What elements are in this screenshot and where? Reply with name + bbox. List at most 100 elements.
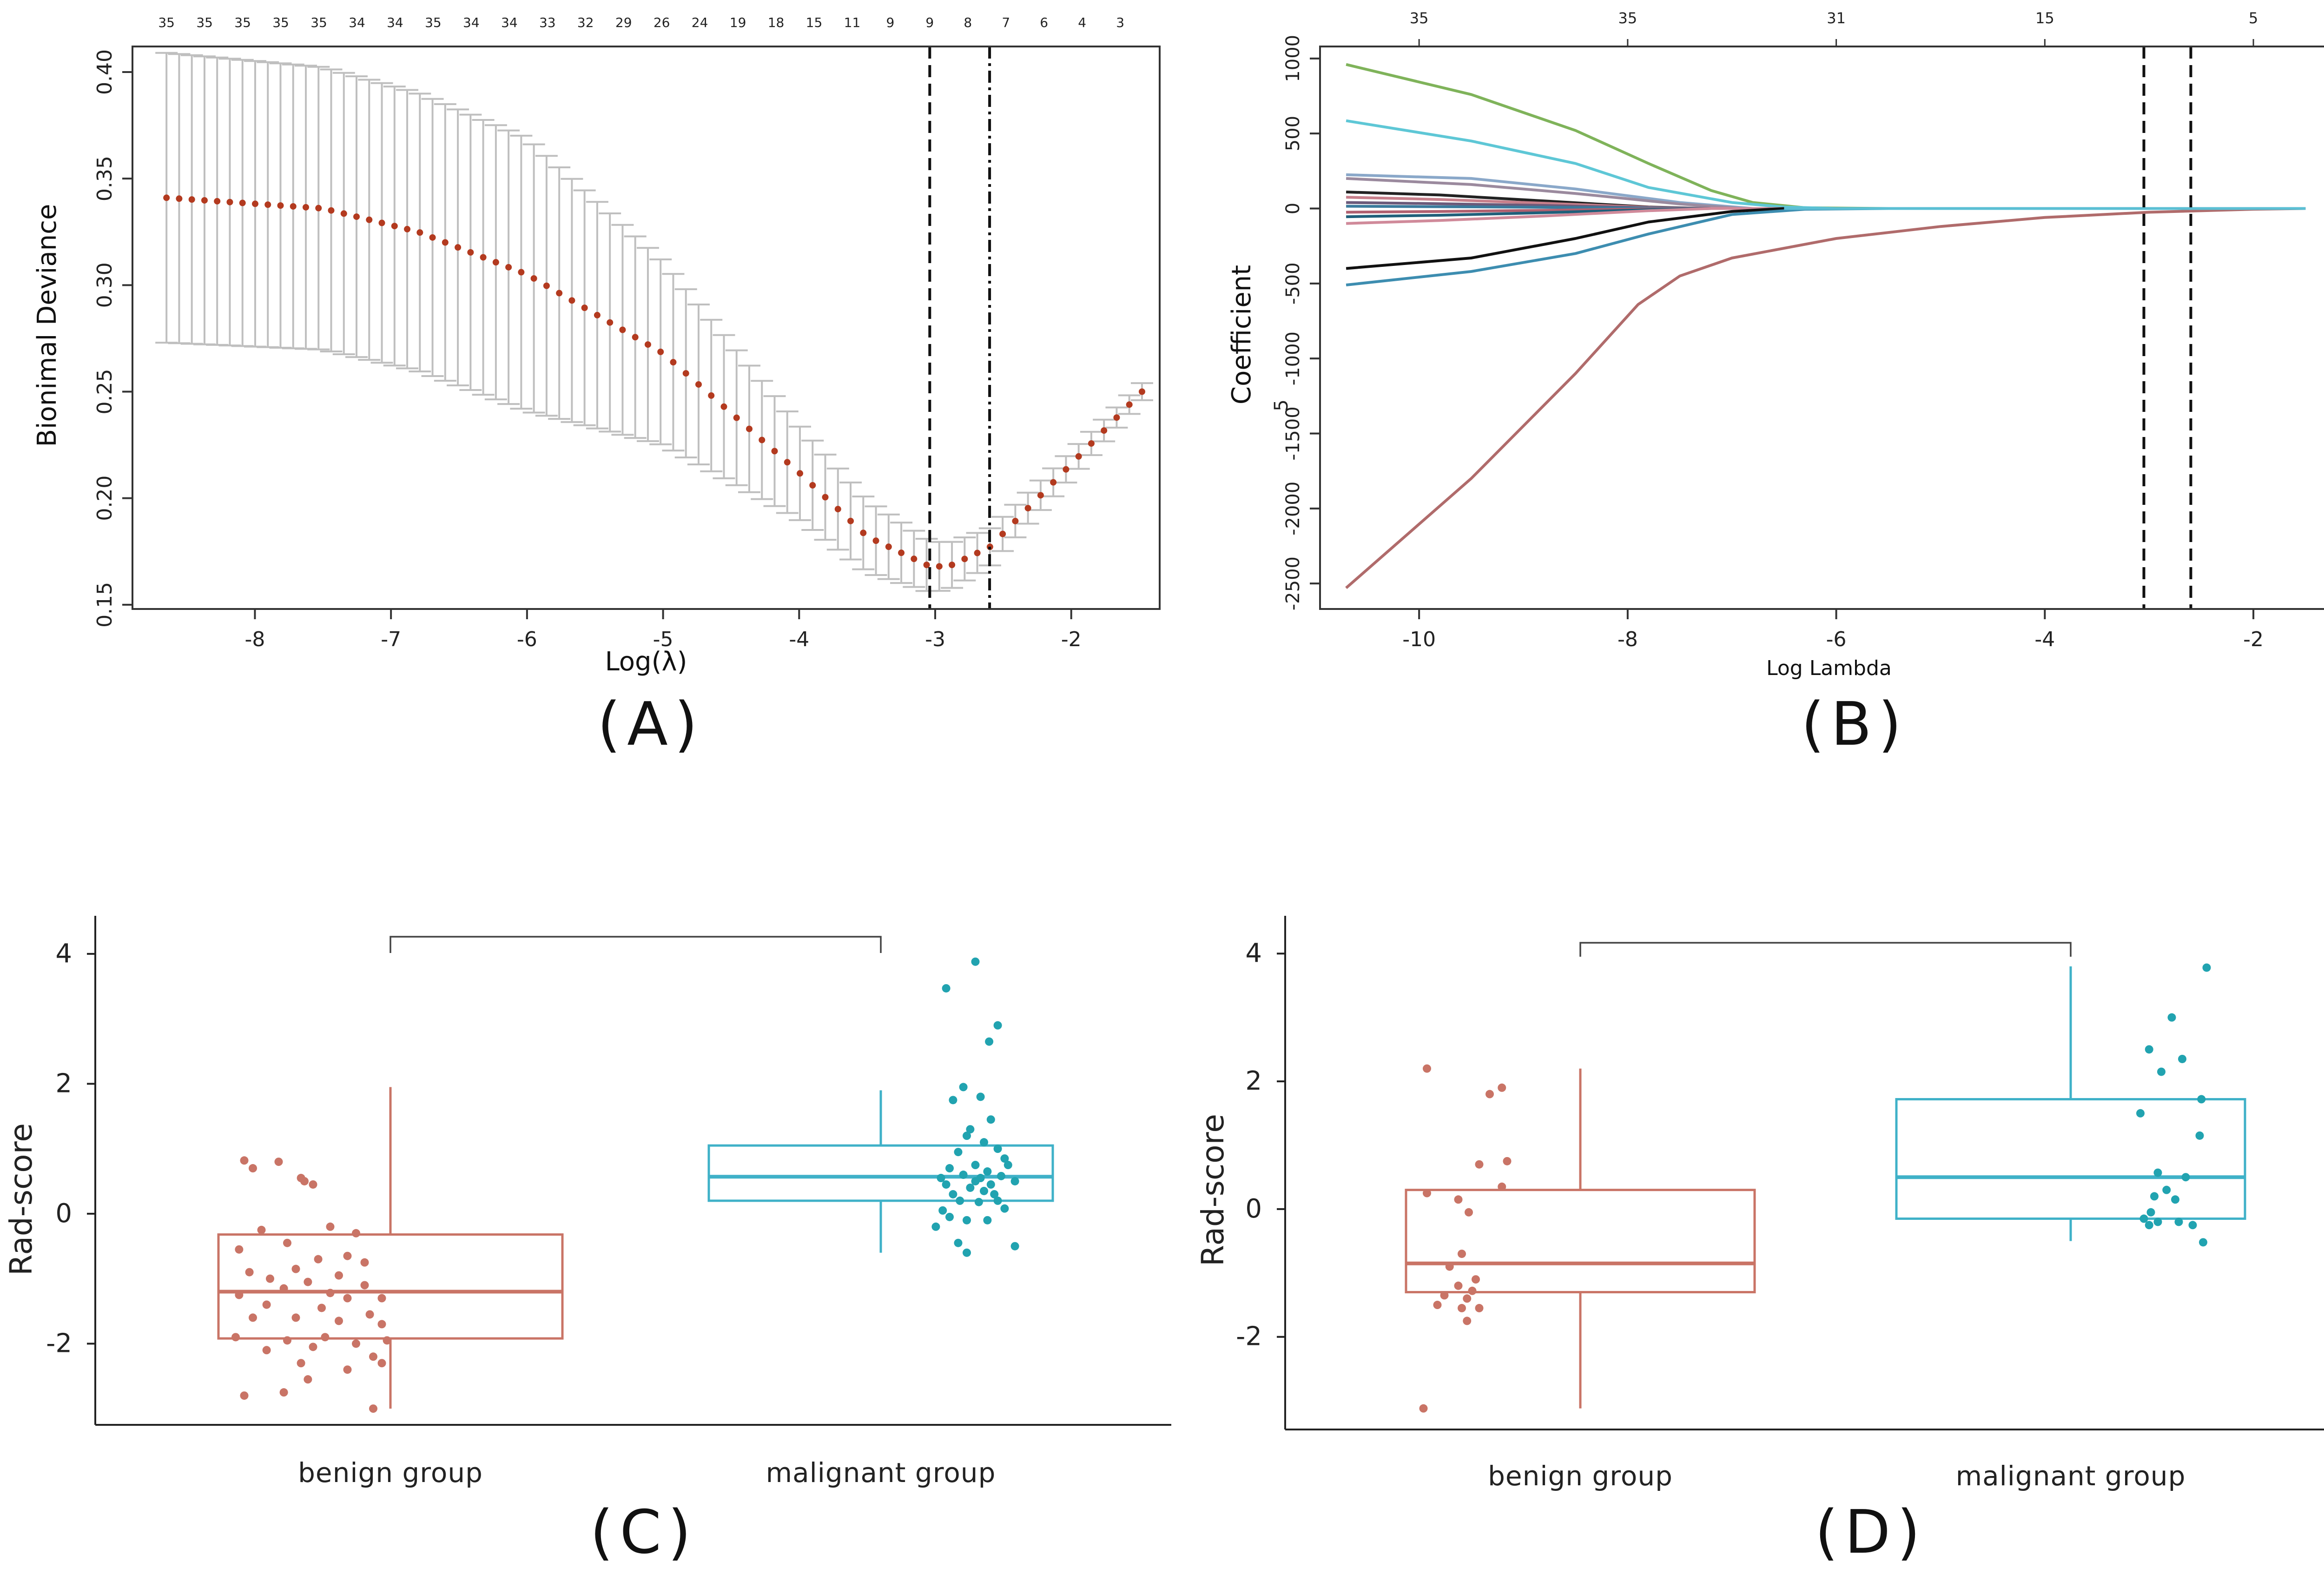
deviance-point-27: [505, 264, 512, 271]
point-0-17: [266, 1274, 274, 1283]
point-1-28: [956, 1196, 964, 1205]
panel-b-coefficient-paths: [1345, 63, 2306, 589]
deviance-point-36: [619, 326, 626, 333]
deviance-point-9: [277, 202, 284, 209]
top-tick-label-2: 31: [1827, 9, 1846, 27]
significance-bracket-line: [1579, 942, 2072, 957]
deviance-point-37: [632, 334, 639, 341]
point-1-12: [2150, 1192, 2159, 1201]
point-0-8: [352, 1229, 360, 1238]
deviance-point-15: [353, 213, 360, 220]
point-1-21: [997, 1171, 1005, 1180]
box-1: [1895, 1098, 2246, 1220]
top-tick-label-25: 3: [1116, 15, 1124, 30]
point-1-12: [1000, 1154, 1009, 1163]
top-tick-label-0: 35: [158, 15, 175, 30]
deviance-point-10: [290, 203, 297, 210]
box-0: [217, 1233, 564, 1340]
x-tick-label-6: -2: [1061, 628, 1082, 651]
panel-a-plot-frame: [132, 46, 1161, 610]
point-0-46: [369, 1404, 377, 1413]
deviance-point-64: [974, 549, 981, 556]
panel-d-label: (D): [1815, 1498, 1927, 1567]
y-tick-label-4: -1000: [1282, 331, 1304, 385]
point-1-14: [2139, 1214, 2148, 1223]
point-0-17: [1475, 1304, 1484, 1312]
deviance-point-29: [530, 275, 537, 282]
point-1-13: [2146, 1208, 2155, 1217]
point-0-14: [1440, 1291, 1449, 1300]
x-tick-label-1: -7: [381, 628, 401, 651]
point-1-41: [986, 1180, 995, 1189]
deviance-point-0: [163, 194, 170, 201]
panel-a-x-axis: -8 -7 -6 -5 -4 -3 -2: [245, 609, 1082, 651]
point-0-1: [249, 1164, 257, 1173]
deviance-point-11: [303, 204, 310, 211]
point-0-10: [283, 1238, 291, 1247]
point-0-4: [1503, 1157, 1512, 1165]
deviance-point-4: [214, 198, 221, 205]
top-tick-label-18: 11: [844, 15, 861, 30]
deviance-point-18: [391, 223, 398, 230]
deviance-point-73: [1088, 440, 1095, 447]
y-tick-label-0: 0.15: [93, 582, 117, 628]
point-1-11: [2171, 1195, 2179, 1204]
panel-a-top-axis: 35 35 35 35 35 34 34 35 34 34 33 32 29 26 24 19 18 15 11 9 9…: [158, 15, 1124, 30]
top-tick-label-4: 35: [310, 15, 327, 30]
y-tick-label-1: 500: [1282, 116, 1304, 151]
point-0-5: [1498, 1182, 1506, 1191]
panel-c-label: (C): [590, 1498, 697, 1567]
point-1-16: [983, 1167, 992, 1176]
deviance-point-1: [176, 195, 183, 202]
point-1-38: [963, 1248, 971, 1257]
deviance-point-30: [543, 282, 550, 289]
top-tick-label-7: 35: [425, 15, 442, 30]
deviance-point-58: [898, 549, 905, 556]
top-tick-label-9: 34: [501, 15, 518, 30]
y-tick-label-5: -1500: [1282, 406, 1304, 460]
point-0-22: [235, 1290, 244, 1299]
point-0-44: [279, 1388, 288, 1397]
y-tick-label-0: 1000: [1282, 35, 1304, 82]
point-1-32: [938, 1206, 947, 1215]
point-1-8: [980, 1138, 988, 1147]
y-tick-label-7: -2500: [1282, 556, 1304, 610]
coef-path-c11: [1346, 207, 1982, 225]
top-tick-label-1: 35: [196, 15, 213, 30]
panel-c-boxes: [217, 1087, 1054, 1409]
point-0-2: [1498, 1083, 1506, 1092]
point-1-17: [2174, 1218, 2183, 1226]
deviance-point-55: [860, 529, 867, 536]
x-tick-label-3: -4: [2034, 628, 2055, 651]
deviance-point-51: [809, 482, 816, 489]
point-0-7: [257, 1225, 266, 1234]
panel-a-y-axis: 0.15 0.20 0.25 0.30 0.35 0.40: [93, 49, 132, 628]
significance-bracket-line: [390, 936, 882, 953]
point-1-33: [945, 1212, 954, 1221]
panel-c-points: [231, 957, 1019, 1413]
y-tick-label-1: 2: [1245, 1066, 1262, 1096]
deviance-point-71: [1063, 466, 1070, 473]
x-tick-label-0: -10: [1402, 628, 1436, 651]
panel-a-errorbars: [155, 52, 1153, 592]
panel-b-y-axis: 1000 500 0 -500 -1000 -1500 -2000 -2500: [1282, 35, 1320, 610]
panel-b-plot-frame: [1319, 46, 2324, 610]
point-0-26: [317, 1304, 326, 1312]
deviance-point-17: [378, 219, 385, 226]
panel-d-boxplot: 4 2 0 -2 benign group malignant group Rad-sco…: [1195, 916, 2324, 1567]
x-tick-label-2: -6: [1826, 628, 1847, 651]
point-0-18: [304, 1277, 312, 1286]
top-tick-label-24: 4: [1078, 15, 1086, 30]
deviance-point-41: [682, 370, 689, 377]
point-1-6: [976, 1092, 985, 1101]
deviance-point-46: [746, 425, 753, 432]
point-1-10: [986, 1115, 995, 1124]
point-0-34: [321, 1333, 330, 1342]
point-0-6: [1423, 1189, 1431, 1198]
top-tick-label-6: 34: [387, 15, 403, 30]
point-1-36: [931, 1222, 940, 1231]
panel-b-label: (B): [1801, 690, 1908, 759]
point-0-14: [245, 1268, 254, 1277]
deviance-point-38: [644, 341, 651, 348]
deviance-point-13: [328, 207, 335, 214]
